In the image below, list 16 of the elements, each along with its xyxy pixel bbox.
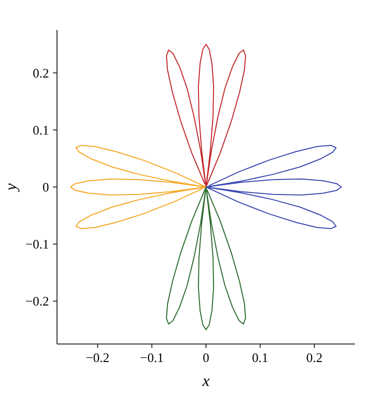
y-tick-label: 0.1 bbox=[32, 122, 49, 138]
x-axis-title: x bbox=[201, 373, 210, 390]
line-series bbox=[70, 144, 206, 230]
line-series bbox=[166, 44, 246, 188]
x-tick-label: 0.1 bbox=[252, 350, 268, 365]
y-tick-label: 0.2 bbox=[32, 65, 49, 80]
x-tick-label: −0.2 bbox=[86, 350, 110, 365]
y-tick-label: −0.2 bbox=[25, 294, 49, 309]
y-tick-label: 0 bbox=[42, 180, 49, 195]
y-axis-title: y bbox=[3, 182, 20, 193]
line-series bbox=[206, 144, 342, 230]
x-tick-label: 0 bbox=[202, 350, 210, 365]
x-tick-label: 0.2 bbox=[306, 350, 322, 365]
x-tick-label: −0.1 bbox=[140, 350, 164, 365]
line-series bbox=[166, 186, 246, 330]
y-tick-label: −0.1 bbox=[25, 236, 49, 252]
